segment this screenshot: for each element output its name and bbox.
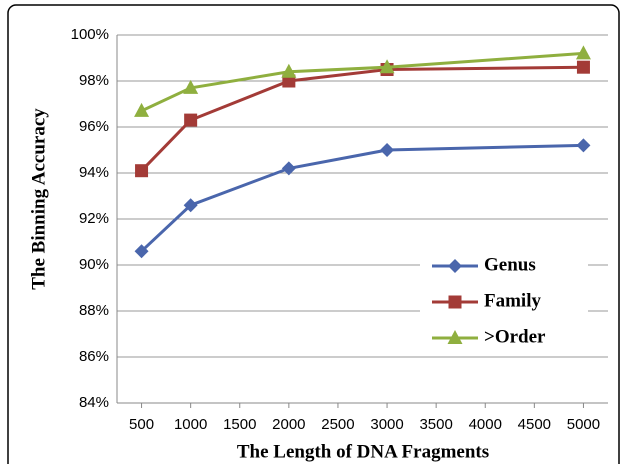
y-tick-label: 92%	[79, 210, 109, 227]
x-tick-label: 3000	[370, 416, 403, 433]
x-tick-label: 4000	[469, 416, 502, 433]
y-tick-label: 96%	[79, 118, 109, 135]
legend-marker	[447, 330, 463, 344]
data-point	[380, 143, 395, 157]
y-tick-label: 88%	[79, 302, 109, 319]
data-point	[281, 161, 296, 176]
x-tick-label: 3500	[419, 416, 452, 433]
x-tick-label: 4500	[518, 416, 551, 433]
y-tick-label: 90%	[79, 256, 109, 273]
legend-marker	[448, 259, 462, 273]
y-tick-label: 86%	[79, 348, 109, 365]
data-point	[135, 164, 149, 178]
x-tick-label: 2000	[272, 416, 305, 433]
y-tick-label: 100%	[71, 26, 109, 43]
x-tick-label: 1000	[174, 416, 207, 433]
data-point	[183, 79, 199, 94]
y-tick-label: 84%	[79, 394, 109, 411]
legend-label: Genus	[484, 254, 536, 275]
y-tick-label: 94%	[79, 164, 109, 181]
data-point	[576, 138, 591, 153]
data-point	[281, 63, 297, 78]
x-tick-label: 2500	[321, 416, 354, 433]
data-point	[183, 198, 198, 213]
data-point	[134, 102, 150, 117]
x-axis-title: The Length of DNA Fragments	[237, 441, 489, 462]
legend-label: >Order	[484, 326, 546, 347]
data-point	[184, 113, 198, 127]
x-tick-label: 5000	[567, 416, 600, 433]
x-tick-label: 500	[129, 416, 154, 433]
data-point	[379, 59, 395, 74]
y-tick-label: 98%	[79, 72, 109, 89]
legend-label: Family	[484, 290, 541, 311]
y-axis-title: The Binning Accuracy	[28, 108, 49, 290]
x-tick-label: 1500	[223, 416, 256, 433]
legend-marker	[448, 295, 462, 309]
data-point	[575, 45, 591, 60]
data-point	[576, 60, 590, 74]
data-point	[134, 244, 149, 259]
